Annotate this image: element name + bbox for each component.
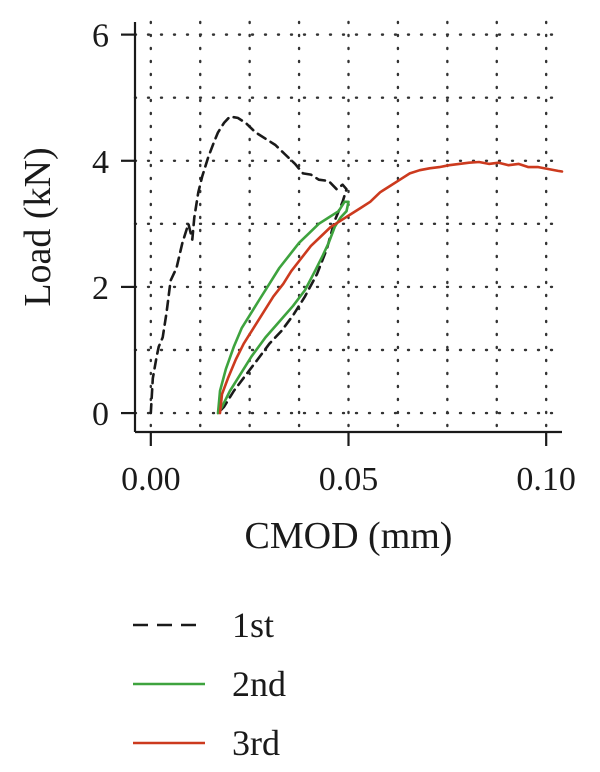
x-tick-label-0: 0.00 <box>121 461 181 498</box>
x-tick-label-2: 0.10 <box>516 461 576 498</box>
x-axis-title: CMOD (mm) <box>245 515 453 557</box>
legend-label-1st: 1st <box>232 605 274 645</box>
legend-label-2nd: 2nd <box>232 664 286 704</box>
y-tick-label-3: 6 <box>92 18 109 55</box>
legend-label-3rd: 3rd <box>232 723 280 763</box>
y-tick-label-1: 2 <box>92 270 109 307</box>
series-line-2nd <box>216 200 350 415</box>
series-line-1st <box>149 115 348 415</box>
y-tick-label-2: 4 <box>92 144 109 181</box>
y-axis-title: Load (kN) <box>17 147 59 306</box>
x-tick-label-1: 0.05 <box>319 461 379 498</box>
y-tick-label-0: 0 <box>92 396 109 433</box>
ticks: 0 2 4 6 0.00 0.05 0.10 <box>92 18 576 498</box>
plot-area <box>149 115 564 415</box>
legend: 1st 2nd 3rd <box>133 605 286 763</box>
grid <box>133 20 564 434</box>
series-line-3rd <box>218 160 564 415</box>
axes <box>133 22 562 434</box>
